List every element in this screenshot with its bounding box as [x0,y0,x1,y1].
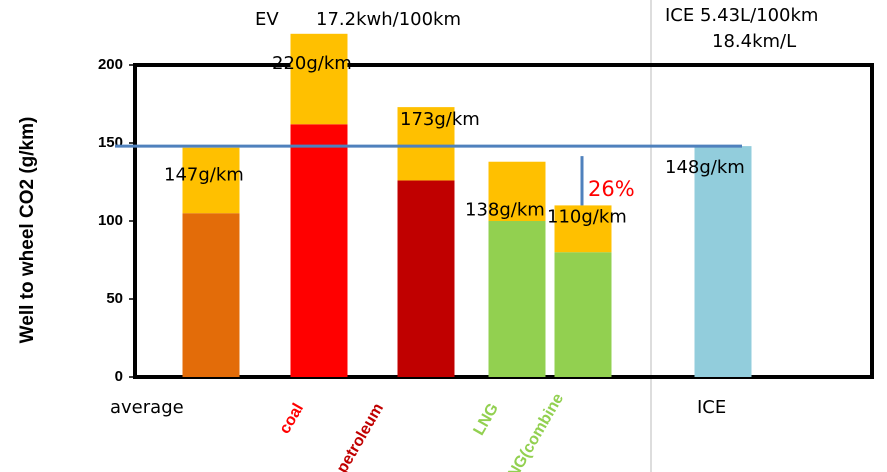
x-tick-label: LNG(combine [500,391,567,472]
x-tick-label: coal [276,401,307,437]
value-label: 173g/km [400,109,480,130]
bar-segment [694,146,752,377]
annotation: 18.4km/L [712,31,796,52]
bar-segment [488,221,546,377]
bar-segment [554,205,612,253]
value-label: 220g/km [272,53,352,74]
bar-segment [182,213,240,377]
y-tick-label: 200 [98,56,123,73]
annotation: 26% [588,177,635,201]
annotation: EV [255,9,279,30]
y-tick-label: 150 [98,134,123,151]
value-label: 148g/km [665,157,745,178]
y-axis-label: Well to wheel CO2 (g/km) [17,117,38,344]
bar-segment [397,107,455,181]
value-label: 110g/km [547,206,627,227]
bar-segment [290,124,348,377]
bar-segment [182,147,240,214]
y-tick-label: 100 [98,212,123,229]
x-tick-label: average [110,397,184,418]
value-label: 138g/km [465,200,545,221]
bar-segment [290,33,348,125]
annotation: 17.2kwh/100km [316,9,461,30]
x-tick-label: petroleum [334,401,387,472]
bar-segment [397,180,455,377]
x-tick-label: ICE [697,397,726,418]
bar-segment [488,161,546,221]
y-tick-label: 0 [115,368,123,385]
y-tick-label: 50 [106,290,123,307]
value-label: 147g/km [164,165,244,186]
bar-segment [554,252,612,377]
x-tick-label: LNG [471,401,503,439]
annotation: ICE 5.43L/100km [665,5,818,26]
